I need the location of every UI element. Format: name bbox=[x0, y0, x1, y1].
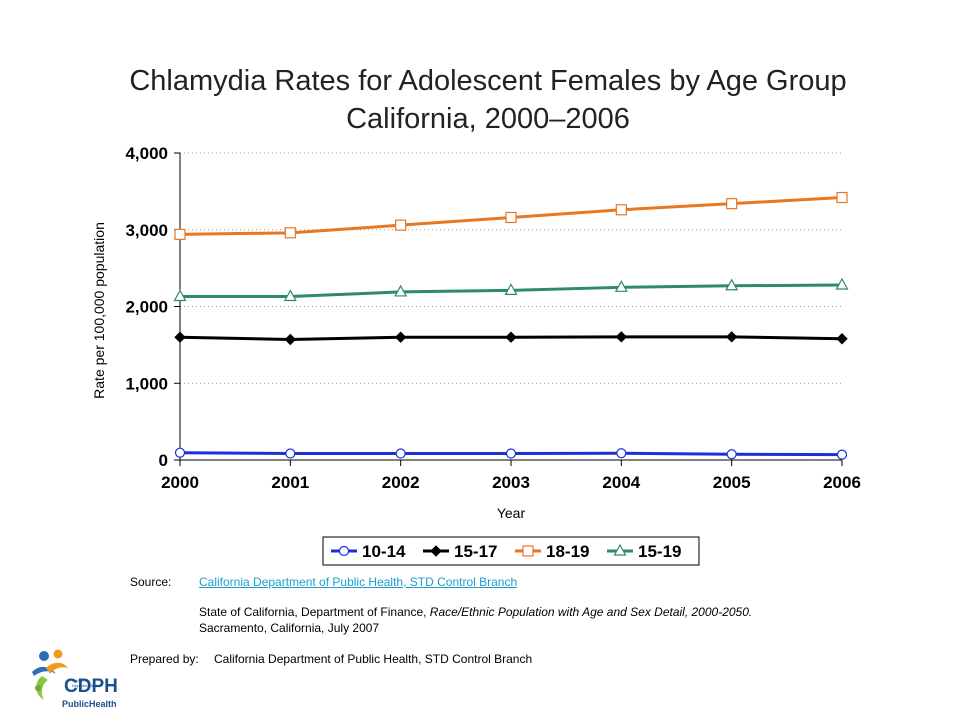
data-point-18-19 bbox=[726, 198, 738, 210]
y-tick-label: 0 bbox=[159, 451, 168, 470]
x-tick-label: 2005 bbox=[713, 473, 751, 492]
data-point-10-14 bbox=[836, 449, 848, 460]
x-tick-label: 2004 bbox=[602, 473, 640, 492]
y-tick-label: 3,000 bbox=[125, 221, 168, 240]
data-point-10-14 bbox=[285, 448, 296, 459]
x-tick-label: 2006 bbox=[823, 473, 861, 492]
data-point-18-19 bbox=[174, 228, 186, 240]
source-label: Source: bbox=[130, 575, 172, 589]
data-point-10-14 bbox=[616, 448, 627, 459]
data-point-15-19 bbox=[283, 289, 297, 302]
source-link-wrap: California Department of Public Health, … bbox=[199, 575, 517, 589]
x-tick-label: 2001 bbox=[271, 473, 309, 492]
source-link[interactable]: California Department of Public Health, … bbox=[199, 575, 518, 589]
data-point-10-14 bbox=[505, 448, 517, 459]
data-point-18-19 bbox=[505, 211, 517, 224]
prepared-value: California Department of Public Health, … bbox=[214, 652, 533, 666]
data-point-10-14 bbox=[395, 448, 406, 459]
source-line2-prefix: State of California, Department of Finan… bbox=[199, 605, 430, 619]
legend-swatch-marker bbox=[613, 543, 627, 556]
chart-title: Chlamydia Rates for Adolescent Females b… bbox=[0, 62, 960, 138]
legend-label: 18-19 bbox=[546, 542, 589, 561]
legend: 10-14 15-17 18-19 15-19 bbox=[322, 536, 700, 566]
y-tick-label: 4,000 bbox=[125, 144, 168, 163]
legend-label: 15-17 bbox=[454, 542, 497, 561]
cdph-logo: CDPH California Department of PublicHeal… bbox=[28, 646, 118, 714]
data-point-18-19 bbox=[615, 204, 627, 216]
data-point-18-19 bbox=[395, 219, 407, 231]
data-point-15-17 bbox=[505, 331, 517, 343]
data-point-15-17 bbox=[836, 333, 848, 345]
data-point-18-19 bbox=[284, 227, 296, 239]
cdph-figure-icon bbox=[32, 649, 68, 700]
legend-swatch-marker bbox=[338, 545, 350, 557]
chart-title-line2: California, 2000–2006 bbox=[346, 103, 630, 135]
source-line2: State of California, Department of Finan… bbox=[199, 605, 752, 619]
prepared-label: Prepared by: bbox=[130, 652, 199, 666]
source-line2-italic: Race/Ethnic Population with Age and Sex … bbox=[429, 605, 753, 619]
data-point-15-19 bbox=[835, 277, 849, 290]
data-point-15-17 bbox=[394, 331, 407, 343]
data-point-10-14 bbox=[726, 449, 737, 460]
legend-label: 10-14 bbox=[362, 542, 406, 561]
source-line3: Sacramento, California, July 2007 bbox=[199, 621, 380, 635]
chart-title-line1: Chlamydia Rates for Adolescent Females b… bbox=[129, 65, 847, 97]
data-point-15-19 bbox=[394, 284, 408, 297]
legend-swatch-marker bbox=[522, 545, 534, 557]
data-point-15-19 bbox=[504, 283, 518, 295]
x-tick-label: 2003 bbox=[492, 473, 530, 492]
x-axis-title: Year bbox=[497, 505, 526, 521]
y-axis-title: Rate per 100,000 population bbox=[91, 222, 107, 399]
data-point-15-17 bbox=[174, 331, 186, 343]
data-point-15-19 bbox=[614, 280, 628, 292]
x-tick-label: 2000 bbox=[161, 473, 199, 492]
x-tick-label: 2002 bbox=[382, 473, 420, 492]
logo-name: PublicHealth bbox=[62, 699, 117, 709]
legend-label: 15-19 bbox=[638, 542, 681, 561]
logo-sub: California Department of bbox=[72, 678, 98, 688]
data-point-15-17 bbox=[284, 333, 297, 346]
data-point-10-14 bbox=[174, 447, 186, 458]
data-point-15-19 bbox=[173, 289, 187, 302]
data-point-15-19 bbox=[725, 278, 739, 291]
data-point-18-19 bbox=[836, 191, 848, 204]
logo-mark: CDPH bbox=[64, 676, 118, 697]
y-tick-label: 1,000 bbox=[125, 374, 168, 393]
legend-box bbox=[322, 536, 700, 566]
data-point-15-17 bbox=[725, 331, 738, 343]
data-point-15-17 bbox=[615, 331, 628, 343]
y-tick-label: 2,000 bbox=[125, 298, 168, 317]
legend-swatch-marker bbox=[430, 545, 442, 557]
